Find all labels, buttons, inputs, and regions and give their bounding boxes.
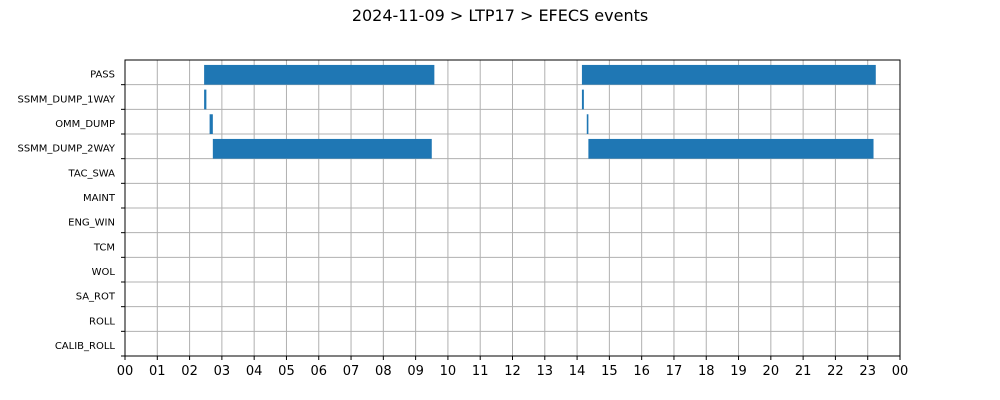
event-bar-ssmm_dump_2way [588, 138, 874, 159]
x-tick-label: 19 [730, 364, 747, 379]
x-tick-label: 17 [666, 364, 683, 379]
x-tick-label: 00 [117, 364, 134, 379]
chart-title: 2024-11-09 > LTP17 > EFECS events [351, 6, 649, 25]
x-tick-label: 22 [827, 364, 844, 379]
event-bar-omm_dump [209, 114, 213, 134]
y-tick-label: SSMM_DUMP_1WAY [17, 94, 115, 105]
x-tick-label: 18 [698, 364, 715, 379]
y-tick-label: SSMM_DUMP_2WAY [17, 144, 115, 155]
x-tick-label: 21 [795, 364, 812, 379]
x-tick-label: 08 [375, 364, 392, 379]
x-tick-label: 20 [763, 364, 780, 379]
y-tick-label: MAINT [83, 193, 116, 204]
event-bar-pass [204, 64, 435, 85]
y-tick-label: OMM_DUMP [55, 119, 115, 130]
x-tick-label: 15 [601, 364, 618, 379]
y-tick-label: TAC_SWA [67, 168, 115, 179]
y-tick-label: ROLL [89, 316, 115, 327]
x-tick-label: 04 [246, 364, 263, 379]
x-tick-label: 14 [569, 364, 586, 379]
x-tick-label: 03 [214, 364, 231, 379]
event-bar-omm_dump [586, 114, 589, 134]
x-tick-label: 05 [278, 364, 295, 379]
y-tick-label: TCM [93, 242, 115, 253]
x-tick-label: 02 [181, 364, 198, 379]
y-tick-label: PASS [90, 70, 115, 81]
y-tick-label: SA_ROT [76, 292, 116, 303]
x-tick-label: 07 [343, 364, 360, 379]
x-tick-label: 11 [472, 364, 489, 379]
y-tick-label: WOL [92, 267, 116, 278]
x-tick-label: 23 [859, 364, 876, 379]
y-tick-label: CALIB_ROLL [55, 341, 116, 352]
event-bar-ssmm_dump_2way [212, 138, 432, 159]
x-tick-label: 01 [149, 364, 166, 379]
x-tick-label: 13 [537, 364, 554, 379]
x-tick-label: 06 [310, 364, 327, 379]
x-tick-label: 12 [504, 364, 521, 379]
x-tick-label: 00 [892, 364, 909, 379]
event-bar-pass [581, 64, 876, 85]
x-tick-label: 09 [407, 364, 424, 379]
event-bar-ssmm_dump_1way [581, 89, 584, 110]
x-tick-label: 16 [633, 364, 650, 379]
x-tick-label: 10 [440, 364, 457, 379]
event-bar-ssmm_dump_1way [204, 89, 207, 110]
y-tick-label: ENG_WIN [68, 218, 115, 229]
